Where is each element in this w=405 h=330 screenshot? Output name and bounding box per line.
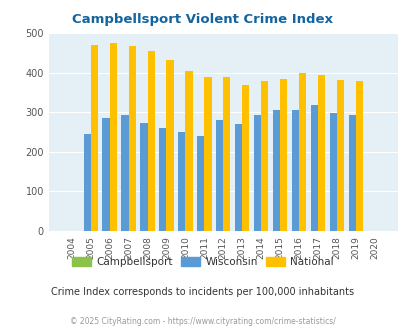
Bar: [272, 110, 279, 231]
Bar: [83, 134, 90, 231]
Bar: [223, 77, 230, 231]
Text: © 2025 CityRating.com - https://www.cityrating.com/crime-statistics/: © 2025 CityRating.com - https://www.city…: [70, 317, 335, 326]
Bar: [140, 123, 147, 231]
Bar: [291, 110, 298, 231]
Bar: [204, 77, 211, 231]
Legend: Campbellsport, Wisconsin, National: Campbellsport, Wisconsin, National: [68, 253, 337, 271]
Bar: [260, 81, 268, 231]
Bar: [166, 60, 173, 231]
Text: Campbellsport Violent Crime Index: Campbellsport Violent Crime Index: [72, 13, 333, 26]
Bar: [90, 45, 98, 231]
Bar: [109, 43, 117, 231]
Bar: [197, 136, 204, 231]
Bar: [242, 85, 249, 231]
Bar: [310, 105, 317, 231]
Bar: [234, 124, 242, 231]
Bar: [159, 128, 166, 231]
Bar: [317, 75, 324, 231]
Bar: [121, 115, 128, 231]
Bar: [336, 80, 343, 231]
Bar: [279, 79, 287, 231]
Bar: [298, 73, 305, 231]
Bar: [355, 81, 362, 231]
Bar: [185, 71, 192, 231]
Bar: [329, 113, 336, 231]
Bar: [348, 115, 355, 231]
Bar: [147, 51, 154, 231]
Bar: [215, 120, 223, 231]
Bar: [102, 118, 109, 231]
Bar: [128, 46, 135, 231]
Bar: [254, 115, 260, 231]
Bar: [178, 132, 185, 231]
Text: Crime Index corresponds to incidents per 100,000 inhabitants: Crime Index corresponds to incidents per…: [51, 287, 354, 297]
